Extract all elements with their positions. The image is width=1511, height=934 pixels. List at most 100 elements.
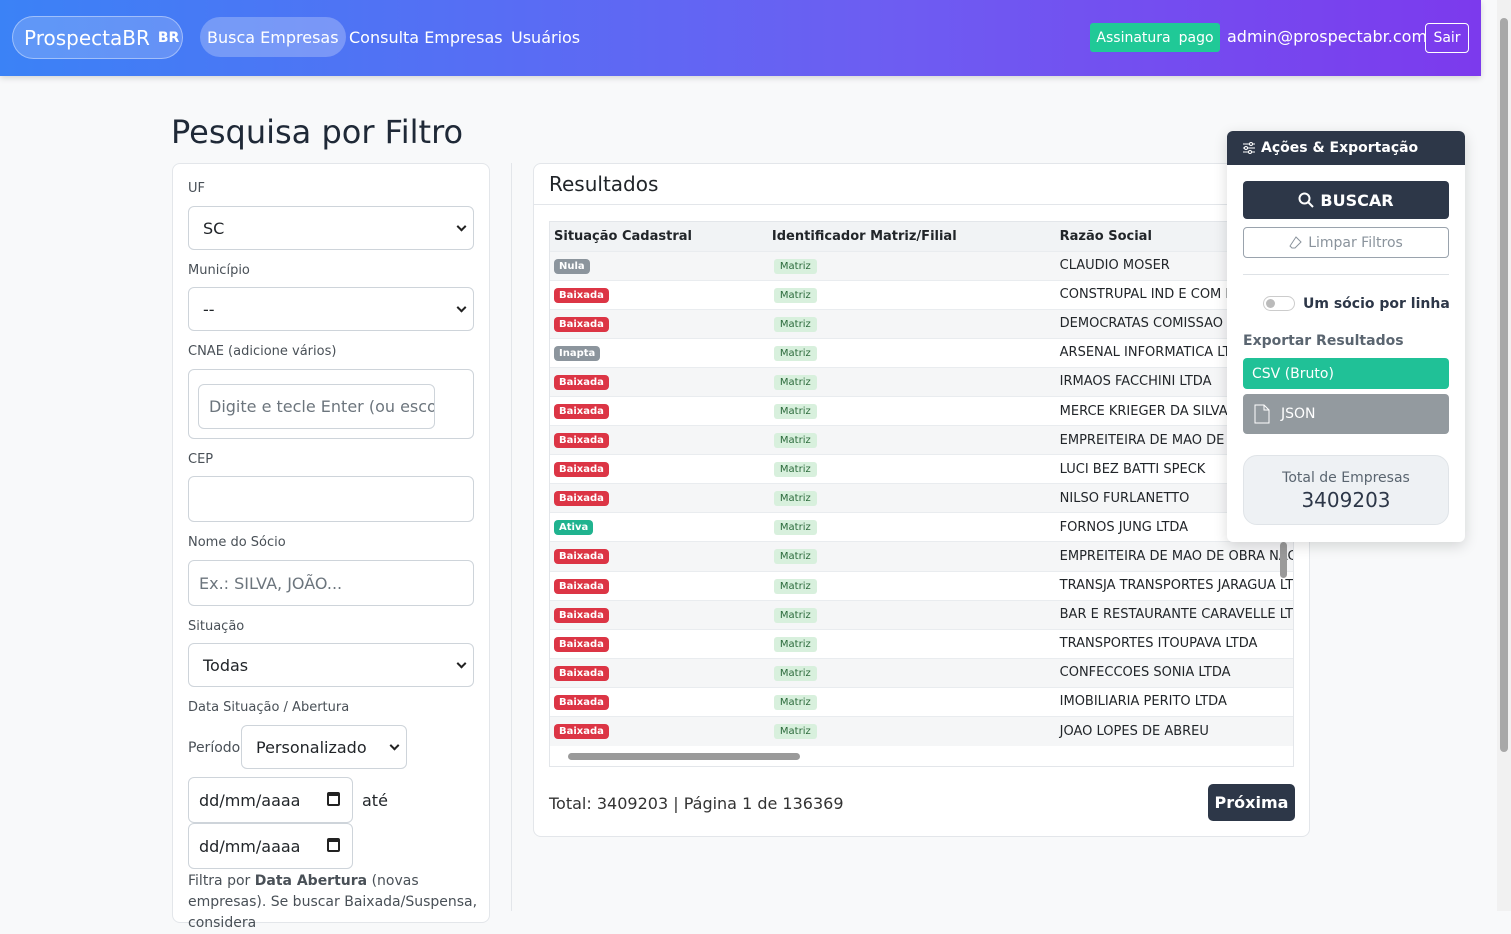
field-label: CEP [188, 452, 213, 467]
type-cell: Matriz [768, 309, 1056, 338]
periodo-select[interactable]: Personalizado [241, 725, 407, 769]
type-badge: Matriz [774, 579, 817, 594]
status-badge: Baixada [554, 724, 609, 739]
type-badge: Matriz [774, 491, 817, 506]
search-button[interactable]: BUSCAR [1243, 181, 1449, 219]
municipio-select[interactable]: -- [188, 287, 474, 331]
placeholder: dd/mm/aaaa [199, 791, 300, 810]
result-row[interactable]: NulaMatrizCLAUDIO MOSER [550, 251, 1294, 280]
cnae-input[interactable]: Digite e tecle Enter (ou escol [198, 384, 435, 429]
result-row[interactable]: BaixadaMatrizCONFECCOES SONIA LTDA [550, 658, 1294, 687]
type-badge: Matriz [774, 259, 817, 274]
results-card: Resultados Situação CadastralIdentificad… [533, 163, 1310, 837]
status-badge: Baixada [554, 288, 609, 303]
page: ProspectaBRBR Busca Empresas Consulta Em… [0, 0, 1511, 911]
type-badge: Matriz [774, 346, 817, 361]
type-cell: Matriz [768, 571, 1056, 600]
result-row[interactable]: BaixadaMatrizIRMAOS FACCHINI LTDA [550, 367, 1294, 396]
status-cell: Baixada [550, 396, 768, 425]
v-scrollbar[interactable] [1280, 542, 1287, 578]
status-cell: Baixada [550, 629, 768, 658]
type-cell: Matriz [768, 484, 1056, 513]
uf-select[interactable]: SC [188, 206, 474, 250]
company-name: TRANSJA TRANSPORTES JARAGUA LTDA [1056, 571, 1294, 600]
type-badge: Matriz [774, 375, 817, 390]
field-label: Nome do Sócio [188, 535, 286, 550]
status-badge: Nula [554, 259, 590, 274]
result-row[interactable]: BaixadaMatrizTRANSJA TRANSPORTES JARAGUA… [550, 571, 1294, 600]
subscription-status: pago [1179, 30, 1214, 46]
total-box: Total de Empresas 3409203 [1243, 455, 1449, 525]
field-label: Situação [188, 619, 244, 634]
placeholder: Ex.: SILVA, JOÃO... [199, 574, 342, 593]
result-row[interactable]: AtivaMatrizFORNOS JUNG LTDA [550, 513, 1294, 542]
until-label: até [362, 791, 388, 810]
situacao-select[interactable]: Todas [188, 643, 474, 687]
cnae-box: Digite e tecle Enter (ou escol [188, 369, 474, 439]
date-input[interactable]: dd/mm/aaaa [188, 777, 353, 823]
page-title: Pesquisa por Filtro [171, 113, 463, 151]
page-scrollbar[interactable] [1497, 0, 1511, 911]
company-name: CONFECCOES SONIA LTDA [1056, 658, 1294, 687]
toggle[interactable] [1263, 296, 1295, 311]
h-scrollbar[interactable] [550, 746, 1293, 766]
type-badge: Matriz [774, 637, 817, 652]
type-cell: Matriz [768, 542, 1056, 571]
clear-button[interactable]: Limpar Filtros [1243, 227, 1449, 258]
next-button[interactable]: Próxima [1208, 784, 1295, 821]
status-badge: Inapta [554, 346, 600, 361]
subscription-badge: Assinaturapago [1090, 23, 1220, 52]
company-name: BAR E RESTAURANTE CARAVELLE LTDA [1056, 600, 1294, 629]
select-value: Todas [203, 656, 248, 675]
result-row[interactable]: BaixadaMatrizDEMOCRATAS COMISSAO PROVISO… [550, 309, 1294, 338]
type-cell: Matriz [768, 717, 1056, 746]
type-cell: Matriz [768, 629, 1056, 658]
result-row[interactable]: BaixadaMatrizBAR E RESTAURANTE CARAVELLE… [550, 600, 1294, 629]
socio-input[interactable]: Ex.: SILVA, JOÃO... [188, 560, 474, 606]
result-row[interactable]: Baixada Matriz TRANSPORTES ITOUPAVA LTDA [550, 629, 1294, 658]
result-row[interactable]: BaixadaMatrizNILSO FURLANETTO [550, 484, 1294, 513]
type-cell: Matriz [768, 687, 1056, 716]
status-cell: Baixada [550, 455, 768, 484]
result-row[interactable]: BaixadaMatrizLUCI BEZ BATTI SPECK [550, 455, 1294, 484]
column-header: Identificador Matriz/Filial [768, 222, 1056, 251]
status-badge: Ativa [554, 520, 593, 535]
status-badge: Baixada [554, 404, 609, 419]
result-row[interactable]: BaixadaMatrizEMPREITEIRA DE MAO DE OBRA … [550, 426, 1294, 455]
result-row[interactable]: BaixadaMatrizCONSTRUPAL IND E COM DO MAT… [550, 280, 1294, 309]
type-cell: Matriz [768, 338, 1056, 367]
type-badge: Matriz [774, 404, 817, 419]
status-cell: Baixada [550, 600, 768, 629]
cep-input[interactable] [188, 476, 474, 522]
filter-card: UF SC Município -- CNAE (adicione vários… [172, 163, 490, 923]
brand-name: ProspectaBR [24, 26, 150, 50]
status-badge: Baixada [554, 375, 609, 390]
result-row[interactable]: BaixadaMatrizJOAO LOPES DE ABREU [550, 717, 1294, 746]
nav-link[interactable]: Consulta Empresas [342, 17, 510, 57]
result-row[interactable]: BaixadaMatrizEMPREITEIRA DE MAO DE OBRA … [550, 542, 1294, 571]
csv-button[interactable]: CSV (Bruto) [1243, 358, 1449, 389]
company-name: TRANSPORTES ITOUPAVA LTDA [1056, 629, 1294, 658]
status-cell: Baixada [550, 687, 768, 716]
status-cell: Baixada [550, 658, 768, 687]
results-footer: Total: 3409203 | Página 1 de 136369 [549, 794, 844, 813]
nav-link[interactable]: Usuários [504, 17, 587, 57]
brand[interactable]: ProspectaBRBR [12, 16, 183, 59]
logout-button[interactable]: Sair [1425, 23, 1469, 53]
status-cell: Baixada [550, 542, 768, 571]
company-name: IMOBILIARIA PERITO LTDA [1056, 687, 1294, 716]
result-row[interactable]: BaixadaMatrizMERCE KRIEGER DA SILVA [550, 396, 1294, 425]
status-badge: Baixada [554, 549, 609, 564]
json-button[interactable]: JSON [1243, 394, 1449, 434]
type-badge: Matriz [774, 695, 817, 710]
date-input[interactable]: dd/mm/aaaa [188, 823, 353, 869]
status-badge: Baixada [554, 637, 609, 652]
result-row[interactable]: Baixada Matriz IMOBILIARIA PERITO LTDA [550, 687, 1294, 716]
result-row[interactable]: InaptaMatrizARSENAL INFORMATICA LTDA [550, 338, 1294, 367]
column-header: Situação Cadastral [550, 222, 768, 251]
status-cell: Baixada [550, 426, 768, 455]
status-badge: Baixada [554, 608, 609, 623]
export-title: Exportar Resultados [1243, 333, 1404, 349]
nav-link[interactable]: Busca Empresas [200, 17, 346, 57]
actions-panel: Ações & Exportação BUSCAR Limpar Filtros… [1227, 131, 1465, 542]
